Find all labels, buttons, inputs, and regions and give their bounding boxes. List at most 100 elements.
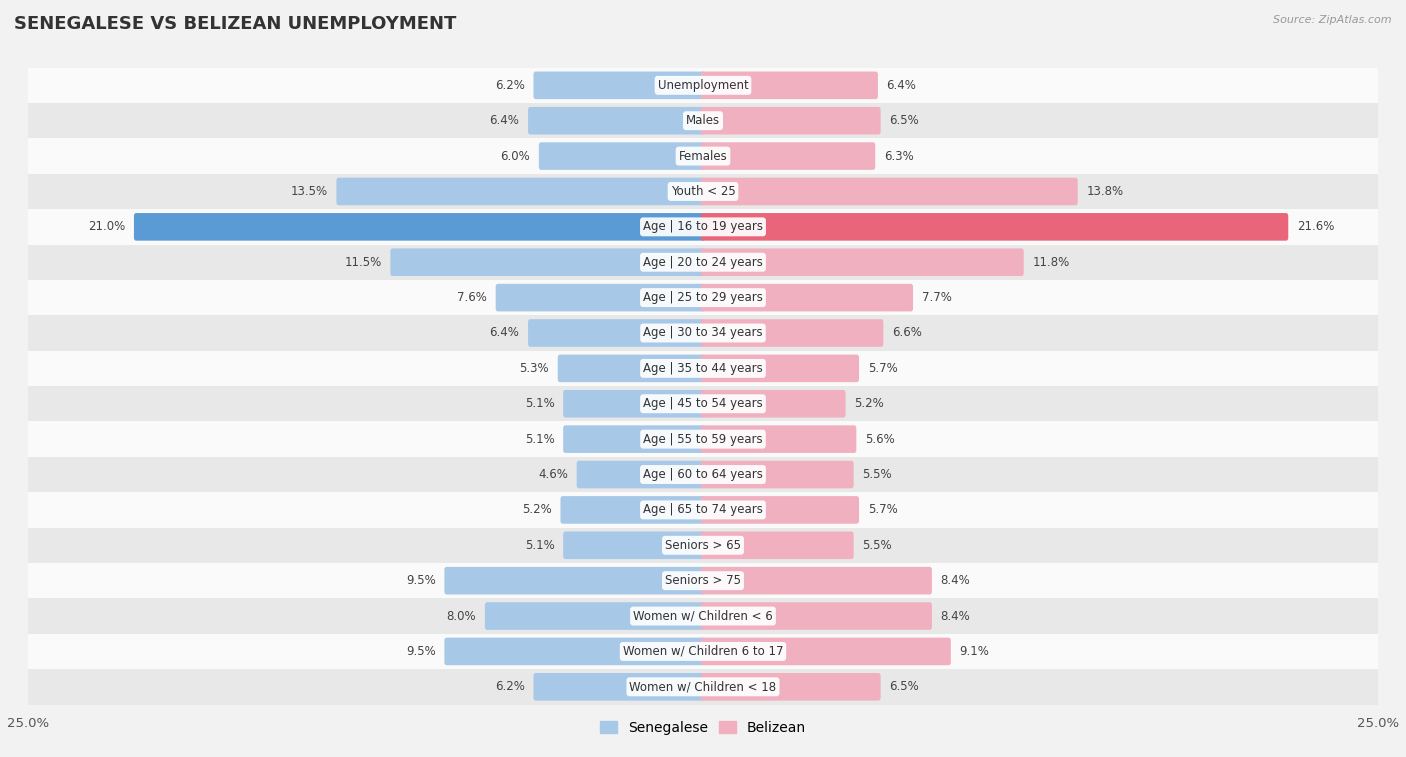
FancyBboxPatch shape	[444, 637, 706, 665]
Text: Age | 45 to 54 years: Age | 45 to 54 years	[643, 397, 763, 410]
Bar	[28, 316, 1378, 350]
Text: Unemployment: Unemployment	[658, 79, 748, 92]
FancyBboxPatch shape	[700, 354, 859, 382]
FancyBboxPatch shape	[700, 71, 877, 99]
Bar	[28, 528, 1378, 563]
FancyBboxPatch shape	[700, 390, 845, 418]
Text: Seniors > 65: Seniors > 65	[665, 539, 741, 552]
Bar	[28, 209, 1378, 245]
Text: 8.4%: 8.4%	[941, 574, 970, 587]
FancyBboxPatch shape	[533, 71, 706, 99]
Bar	[28, 598, 1378, 634]
FancyBboxPatch shape	[700, 213, 1288, 241]
FancyBboxPatch shape	[496, 284, 706, 311]
Text: 6.6%: 6.6%	[891, 326, 922, 339]
Text: 7.7%: 7.7%	[922, 291, 952, 304]
FancyBboxPatch shape	[700, 248, 1024, 276]
FancyBboxPatch shape	[558, 354, 706, 382]
Bar	[28, 634, 1378, 669]
Bar	[28, 280, 1378, 316]
Text: 6.4%: 6.4%	[489, 326, 519, 339]
FancyBboxPatch shape	[700, 178, 1077, 205]
Text: 6.5%: 6.5%	[889, 114, 920, 127]
Text: Seniors > 75: Seniors > 75	[665, 574, 741, 587]
FancyBboxPatch shape	[533, 673, 706, 701]
Text: Age | 20 to 24 years: Age | 20 to 24 years	[643, 256, 763, 269]
FancyBboxPatch shape	[700, 461, 853, 488]
FancyBboxPatch shape	[700, 142, 875, 170]
Legend: Senegalese, Belizean: Senegalese, Belizean	[595, 715, 811, 740]
Text: 13.8%: 13.8%	[1087, 185, 1123, 198]
Text: 9.1%: 9.1%	[959, 645, 990, 658]
FancyBboxPatch shape	[561, 496, 706, 524]
Bar	[28, 669, 1378, 705]
Text: Age | 16 to 19 years: Age | 16 to 19 years	[643, 220, 763, 233]
Text: 6.2%: 6.2%	[495, 79, 524, 92]
Text: 6.0%: 6.0%	[501, 150, 530, 163]
Bar	[28, 67, 1378, 103]
Text: SENEGALESE VS BELIZEAN UNEMPLOYMENT: SENEGALESE VS BELIZEAN UNEMPLOYMENT	[14, 15, 457, 33]
Text: 13.5%: 13.5%	[291, 185, 328, 198]
Bar	[28, 492, 1378, 528]
Bar	[28, 174, 1378, 209]
FancyBboxPatch shape	[700, 673, 880, 701]
Bar	[28, 103, 1378, 139]
Text: Age | 30 to 34 years: Age | 30 to 34 years	[643, 326, 763, 339]
Text: Age | 35 to 44 years: Age | 35 to 44 years	[643, 362, 763, 375]
Text: 5.5%: 5.5%	[862, 468, 891, 481]
Text: Females: Females	[679, 150, 727, 163]
Bar	[28, 422, 1378, 456]
Text: 11.8%: 11.8%	[1032, 256, 1070, 269]
Text: 11.5%: 11.5%	[344, 256, 382, 269]
FancyBboxPatch shape	[700, 567, 932, 594]
Text: 5.7%: 5.7%	[868, 503, 897, 516]
Text: 5.2%: 5.2%	[855, 397, 884, 410]
FancyBboxPatch shape	[564, 425, 706, 453]
Text: 9.5%: 9.5%	[406, 574, 436, 587]
Text: 21.0%: 21.0%	[89, 220, 125, 233]
Text: 6.3%: 6.3%	[884, 150, 914, 163]
FancyBboxPatch shape	[485, 603, 706, 630]
Text: 6.4%: 6.4%	[887, 79, 917, 92]
FancyBboxPatch shape	[444, 567, 706, 594]
Text: 6.2%: 6.2%	[495, 681, 524, 693]
FancyBboxPatch shape	[700, 603, 932, 630]
Text: 4.6%: 4.6%	[538, 468, 568, 481]
FancyBboxPatch shape	[700, 319, 883, 347]
FancyBboxPatch shape	[700, 284, 912, 311]
Text: 8.4%: 8.4%	[941, 609, 970, 622]
Text: 5.3%: 5.3%	[519, 362, 550, 375]
Text: 5.6%: 5.6%	[865, 433, 894, 446]
Bar	[28, 386, 1378, 422]
Bar	[28, 456, 1378, 492]
Text: 8.0%: 8.0%	[447, 609, 477, 622]
FancyBboxPatch shape	[529, 319, 706, 347]
Text: 9.5%: 9.5%	[406, 645, 436, 658]
FancyBboxPatch shape	[529, 107, 706, 135]
Text: 5.1%: 5.1%	[524, 397, 554, 410]
Text: Women w/ Children < 18: Women w/ Children < 18	[630, 681, 776, 693]
FancyBboxPatch shape	[576, 461, 706, 488]
Text: 5.1%: 5.1%	[524, 539, 554, 552]
Text: Age | 65 to 74 years: Age | 65 to 74 years	[643, 503, 763, 516]
FancyBboxPatch shape	[564, 390, 706, 418]
Text: 6.4%: 6.4%	[489, 114, 519, 127]
Text: 5.5%: 5.5%	[862, 539, 891, 552]
Text: Males: Males	[686, 114, 720, 127]
Text: 6.5%: 6.5%	[889, 681, 920, 693]
Text: Women w/ Children < 6: Women w/ Children < 6	[633, 609, 773, 622]
Bar	[28, 350, 1378, 386]
Text: 5.7%: 5.7%	[868, 362, 897, 375]
FancyBboxPatch shape	[336, 178, 706, 205]
Text: Age | 55 to 59 years: Age | 55 to 59 years	[643, 433, 763, 446]
Text: Women w/ Children 6 to 17: Women w/ Children 6 to 17	[623, 645, 783, 658]
FancyBboxPatch shape	[700, 531, 853, 559]
FancyBboxPatch shape	[700, 425, 856, 453]
Text: Source: ZipAtlas.com: Source: ZipAtlas.com	[1274, 15, 1392, 25]
Text: 21.6%: 21.6%	[1296, 220, 1334, 233]
FancyBboxPatch shape	[700, 637, 950, 665]
Bar	[28, 139, 1378, 174]
Text: Youth < 25: Youth < 25	[671, 185, 735, 198]
FancyBboxPatch shape	[700, 496, 859, 524]
Text: 7.6%: 7.6%	[457, 291, 486, 304]
